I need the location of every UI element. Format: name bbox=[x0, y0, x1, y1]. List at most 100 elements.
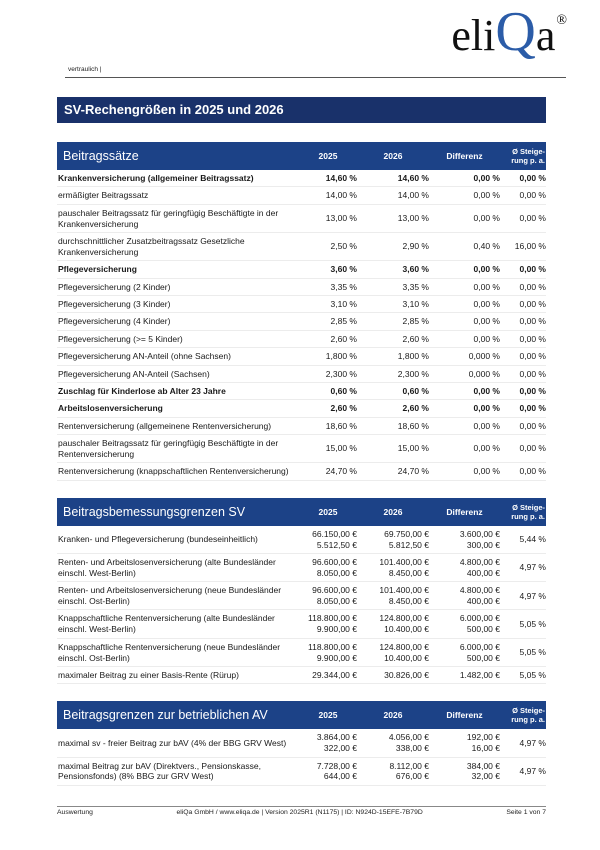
table-row: Pflegeversicherung 3,60 % 3,60 % 0,00 % 0,00… bbox=[57, 261, 546, 279]
value-2025: 2,60 % bbox=[330, 403, 357, 414]
value-2025: 14,60 % bbox=[325, 173, 357, 183]
column-header-steigerung-line2: rung p. a. bbox=[511, 156, 545, 165]
table-beitragsgrenzen-bav: Beitragsgrenzen zur betrieblichen AV 202… bbox=[57, 701, 546, 786]
value-2025: 3.864,00 €322,00 € bbox=[316, 732, 357, 754]
logo-text-suffix: a bbox=[535, 11, 556, 60]
row-label: Pflegeversicherung (4 Kinder) bbox=[58, 316, 171, 327]
table-title: Beitragssätze bbox=[63, 149, 139, 163]
value-differenz: 4.800,00 €400,00 € bbox=[459, 585, 500, 606]
value-2026: 69.750,00 €5.812,50 € bbox=[384, 528, 429, 550]
value-2025: 96.600,00 €8.050,00 € bbox=[312, 556, 357, 578]
value-steigerung: 0,00 % bbox=[519, 368, 546, 379]
value-differenz: 0,00 % bbox=[473, 299, 500, 309]
value-differenz: 0,00 % bbox=[473, 403, 500, 414]
column-header-2025: 2025 bbox=[318, 506, 338, 517]
value-2026: 2,60 % bbox=[402, 403, 429, 414]
row-label: pauschaler Beitragssatz für geringfügig … bbox=[58, 207, 279, 229]
column-header-steigerung: Ø Steige-rung p. a. bbox=[500, 706, 546, 724]
value-2025: 0,60 % bbox=[330, 385, 357, 396]
column-header-differenz: Differenz bbox=[446, 710, 483, 721]
value-2025: 118.800,00 €9.900,00 € bbox=[308, 641, 357, 663]
table-row: maximal sv - freier Beitrag zur bAV (4% … bbox=[57, 729, 546, 758]
table-row: Kranken- und Pflegeversicherung (bundese… bbox=[57, 526, 546, 554]
value-2026: 18,60 % bbox=[397, 420, 429, 431]
table-row: Rentenversicherung (knappschaftlichen Re… bbox=[57, 463, 546, 481]
value-2026: 2,60 % bbox=[402, 333, 429, 344]
column-header-steigerung-line1: Ø Steige- bbox=[512, 706, 545, 716]
value-steigerung: 4,97 % bbox=[519, 562, 546, 573]
row-label: Pflegeversicherung bbox=[58, 264, 137, 275]
value-2026: 3,35 % bbox=[402, 281, 429, 292]
table-header-row: Beitragsgrenzen zur betrieblichen AV 202… bbox=[57, 701, 546, 730]
table-row: Renten- und Arbeitslosenversicherung (ne… bbox=[57, 582, 546, 611]
table-row: Pflegeversicherung (>= 5 Kinder) 2,60 % 2,… bbox=[57, 331, 546, 349]
table-row: pauschaler Beitragssatz für geringfügig … bbox=[57, 205, 546, 233]
column-header-steigerung-line2: rung p. a. bbox=[511, 511, 545, 521]
value-2025: 118.800,00 €9.900,00 € bbox=[308, 613, 357, 635]
value-2026: 3,60 % bbox=[402, 264, 429, 275]
row-label: ermäßigter Beitragssatz bbox=[58, 190, 149, 201]
value-2026: 15,00 % bbox=[397, 443, 429, 454]
value-differenz: 0,00 % bbox=[473, 466, 500, 477]
column-header-2026: 2026 bbox=[383, 710, 403, 721]
table-row: Pflegeversicherung (2 Kinder) 3,35 % 3,35 … bbox=[57, 279, 546, 296]
value-2025: 2,60 % bbox=[330, 333, 357, 344]
table-title: Beitragsgrenzen zur betrieblichen AV bbox=[63, 708, 268, 723]
value-steigerung: 0,00 % bbox=[519, 264, 546, 275]
column-header-2026: 2026 bbox=[383, 151, 403, 161]
page-title: SV-Rechengrößen in 2025 und 2026 bbox=[57, 97, 546, 123]
value-2025: 2,50 % bbox=[330, 241, 357, 252]
table-row: Pflegeversicherung (3 Kinder) 3,10 % 3,10 … bbox=[57, 296, 546, 314]
value-2025: 7.728,00 €644,00 € bbox=[316, 760, 357, 782]
table-beitragssaetze: Beitragssätze 2025 2026 Differenz Ø Stei… bbox=[57, 142, 546, 481]
value-2026: 30.826,00 € bbox=[384, 669, 429, 680]
table-row: Knappschaftliche Rentenversicherung (alt… bbox=[57, 610, 546, 639]
value-differenz: 0,000 % bbox=[468, 368, 500, 379]
value-steigerung: 0,00 % bbox=[519, 299, 546, 309]
value-2025: 15,00 % bbox=[325, 443, 357, 454]
column-header-2025: 2025 bbox=[318, 151, 338, 161]
value-steigerung: 0,00 % bbox=[519, 213, 546, 224]
value-2026: 124.800,00 €10.400,00 € bbox=[379, 613, 429, 635]
logo-text-prefix: eli bbox=[451, 11, 496, 60]
value-2025: 3,10 % bbox=[330, 299, 357, 309]
table-body: Krankenversicherung (allgemeiner Beitrag… bbox=[57, 170, 546, 481]
table-title: Beitragsbemessungsgrenzen SV bbox=[63, 504, 246, 519]
value-differenz: 0,00 % bbox=[473, 333, 500, 344]
row-label: durchschnittlicher Zusatzbeitragssatz Ge… bbox=[58, 236, 245, 257]
value-steigerung: 0,00 % bbox=[519, 173, 546, 183]
registered-trademark-icon: ® bbox=[556, 13, 567, 28]
value-steigerung: 5,44 % bbox=[519, 534, 546, 545]
value-steigerung: 4,97 % bbox=[519, 590, 546, 601]
value-2026: 4.056,00 €338,00 € bbox=[388, 732, 429, 754]
table-row: Knappschaftliche Rentenversicherung (neu… bbox=[57, 639, 546, 667]
column-header-differenz: Differenz bbox=[446, 151, 483, 161]
table-row: Krankenversicherung (allgemeiner Beitrag… bbox=[57, 170, 546, 188]
value-2026: 2,85 % bbox=[402, 316, 429, 327]
tables-container: Beitragssätze 2025 2026 Differenz Ø Stei… bbox=[57, 142, 546, 803]
row-label: Pflegeversicherung (>= 5 Kinder) bbox=[58, 333, 183, 344]
value-2025: 18,60 % bbox=[325, 420, 357, 431]
column-header-steigerung-line2: rung p. a. bbox=[511, 715, 545, 725]
value-2026: 101.400,00 €8.450,00 € bbox=[379, 556, 429, 578]
table-row: Arbeitslosenversicherung 2,60 % 2,60 % 0,00… bbox=[57, 400, 546, 418]
table-header-row: Beitragsbemessungsgrenzen SV 2025 2026 D… bbox=[57, 497, 546, 526]
value-steigerung: 0,00 % bbox=[519, 466, 546, 477]
table-body: Kranken- und Pflegeversicherung (bundese… bbox=[57, 526, 546, 685]
value-2026: 2,300 % bbox=[397, 368, 429, 379]
value-differenz: 0,000 % bbox=[468, 351, 500, 362]
row-label: maximal sv - freier Beitrag zur bAV (4% … bbox=[58, 737, 287, 748]
header-divider bbox=[65, 77, 566, 78]
row-label: Pflegeversicherung AN-Anteil (ohne Sachs… bbox=[58, 351, 231, 362]
value-steigerung: 0,00 % bbox=[519, 333, 546, 344]
value-differenz: 6.000,00 €500,00 € bbox=[459, 641, 500, 663]
value-differenz: 384,00 €32,00 € bbox=[466, 760, 500, 782]
footer-divider bbox=[57, 806, 546, 807]
value-steigerung: 0,00 % bbox=[519, 420, 546, 431]
column-header-steigerung-line1: Ø Steige- bbox=[512, 502, 545, 512]
value-differenz: 4.800,00 €400,00 € bbox=[459, 556, 500, 578]
table-beitragsbemessungsgrenzen-sv: Beitragsbemessungsgrenzen SV 2025 2026 D… bbox=[57, 497, 546, 685]
value-steigerung: 0,00 % bbox=[519, 190, 546, 201]
confidential-label: vertraulich | bbox=[68, 66, 102, 73]
